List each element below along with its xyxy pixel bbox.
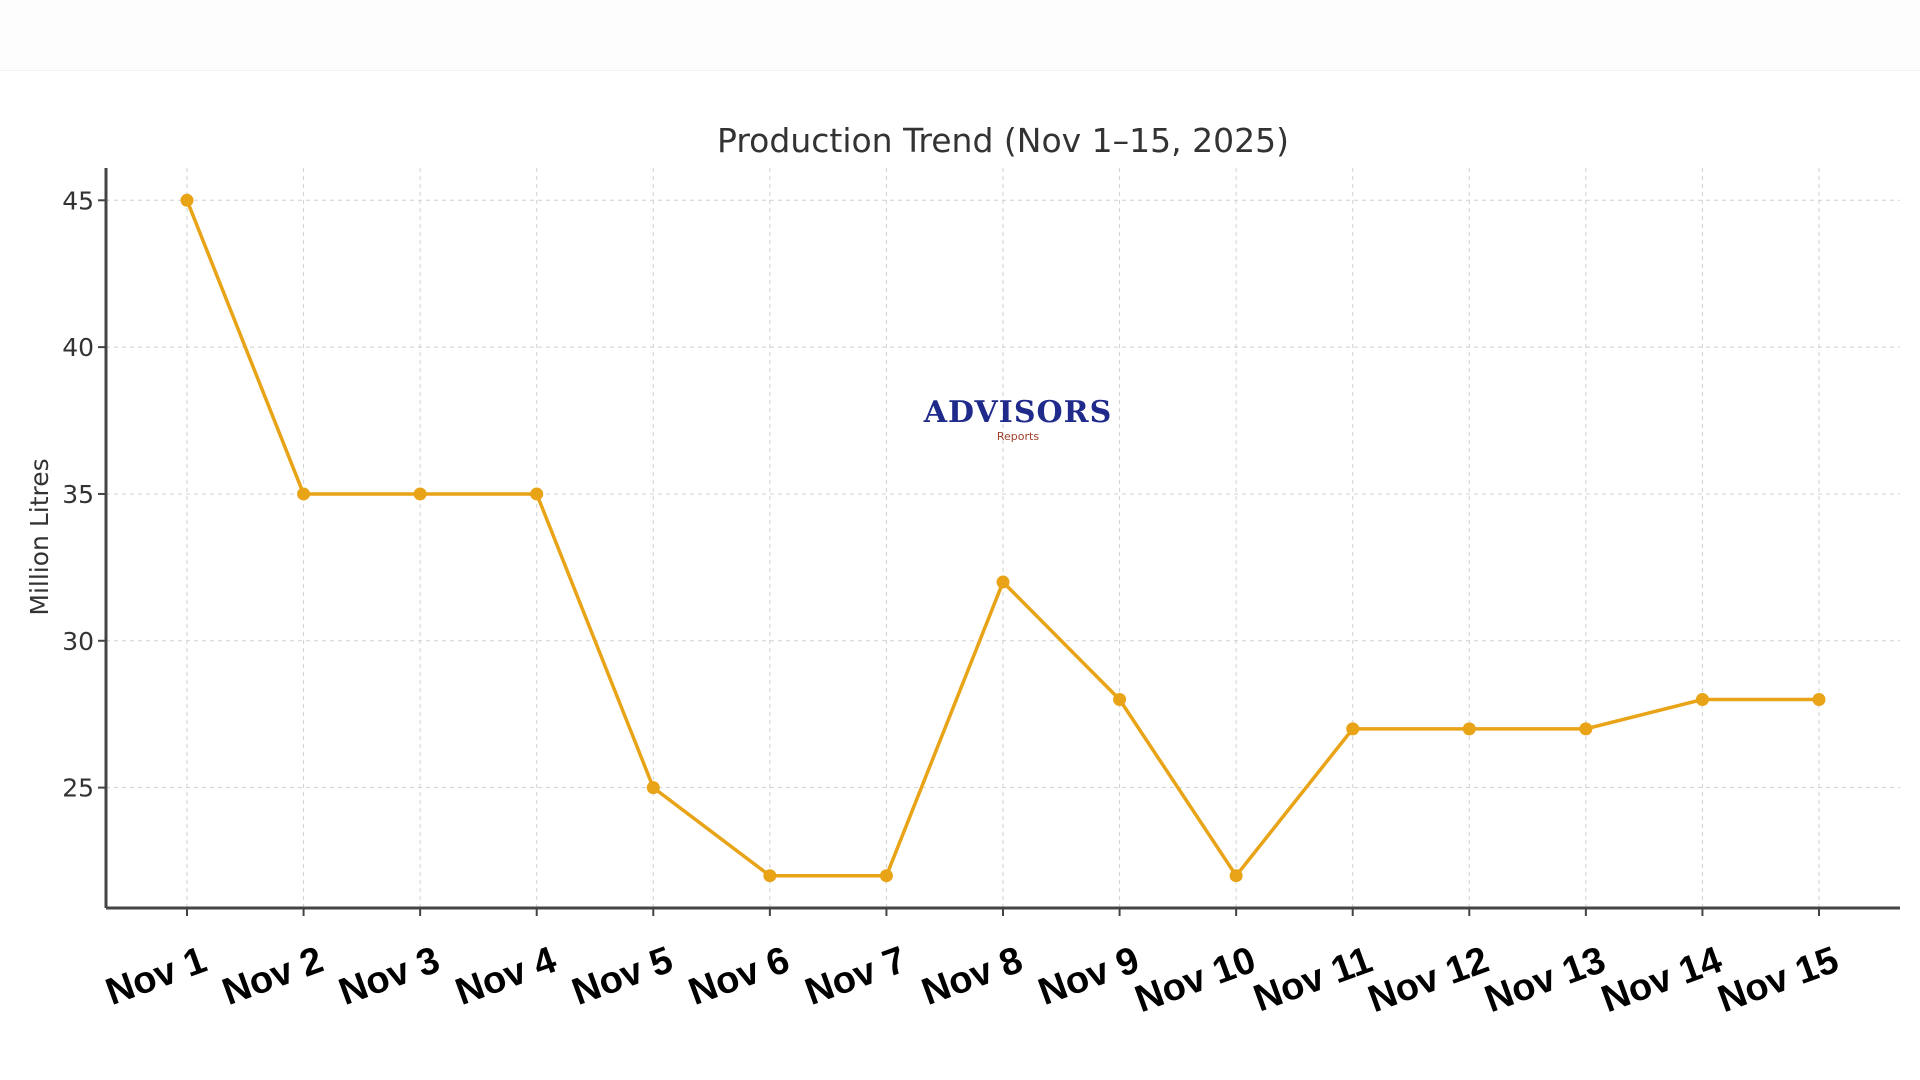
x-tick-label: Nov 6 — [683, 939, 795, 1014]
data-point — [1462, 722, 1476, 736]
x-tick-label: Nov 4 — [450, 939, 562, 1014]
x-tick-label: Nov 5 — [567, 939, 679, 1014]
y-axis-label: Million Litres — [25, 458, 54, 615]
x-tick-label: Nov 7 — [800, 939, 912, 1014]
data-point — [1229, 869, 1243, 883]
watermark-sub: Reports — [997, 430, 1039, 443]
x-tick-label: Nov 11 — [1248, 939, 1378, 1020]
x-tick-label: Nov 3 — [334, 939, 446, 1014]
x-tick-label: Nov 8 — [916, 939, 1028, 1014]
data-point — [180, 193, 194, 207]
chart-title: Production Trend (Nov 1–15, 2025) — [717, 121, 1289, 160]
series — [180, 193, 1826, 883]
y-tick-label: 40 — [62, 333, 94, 362]
x-tick-label: Nov 15 — [1713, 939, 1844, 1021]
y-tick-labels: 25 30 35 40 45 — [62, 186, 94, 802]
y-tick-label: 30 — [62, 627, 94, 656]
data-point — [1579, 722, 1593, 736]
axes — [98, 168, 1900, 916]
data-point — [1346, 722, 1360, 736]
x-tick-label: Nov 1 — [100, 939, 212, 1014]
top-band — [0, 0, 1920, 71]
x-tick-label: Nov 13 — [1479, 939, 1610, 1021]
y-tick-label: 35 — [62, 480, 94, 509]
data-point — [1812, 693, 1826, 707]
watermark-main: ADVISORS — [923, 395, 1112, 430]
watermark-logo: ADVISORS Reports — [923, 395, 1112, 443]
x-tick-label: Nov 2 — [217, 939, 329, 1014]
data-point — [1113, 693, 1127, 707]
data-point — [297, 487, 311, 501]
x-tick-label: Nov 14 — [1596, 939, 1727, 1021]
data-point — [413, 487, 427, 501]
data-point — [996, 575, 1010, 589]
data-point — [1695, 693, 1709, 707]
data-point — [879, 869, 893, 883]
x-tick-labels: Nov 1 Nov 2 Nov 3 Nov 4 Nov 5 Nov 6 Nov 7 Nov 8… — [100, 939, 1844, 1021]
y-tick-label: 45 — [62, 186, 94, 215]
data-point — [646, 781, 660, 795]
y-tick-label: 25 — [62, 774, 94, 803]
x-tick-label: Nov 9 — [1033, 939, 1145, 1014]
data-point — [763, 869, 777, 883]
x-tick-label: Nov 12 — [1363, 939, 1494, 1021]
data-point — [530, 487, 544, 501]
grid — [106, 168, 1900, 908]
x-tick-label: Nov 10 — [1130, 939, 1261, 1021]
